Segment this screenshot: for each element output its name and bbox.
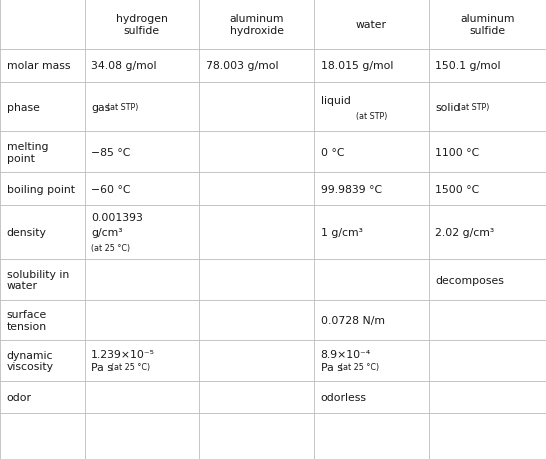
Text: 99.9839 °C: 99.9839 °C (321, 184, 382, 194)
Text: g/cm³: g/cm³ (91, 228, 123, 238)
Text: 150.1 g/mol: 150.1 g/mol (435, 61, 501, 71)
Text: 0.001393: 0.001393 (91, 213, 143, 223)
Text: surface
tension: surface tension (7, 310, 47, 331)
Text: 34.08 g/mol: 34.08 g/mol (91, 61, 157, 71)
Text: 0 °C: 0 °C (321, 147, 344, 157)
Text: −85 °C: −85 °C (91, 147, 130, 157)
Text: (at 25 °C): (at 25 °C) (340, 362, 379, 371)
Text: liquid: liquid (321, 96, 351, 106)
Text: 78.003 g/mol: 78.003 g/mol (206, 61, 278, 71)
Text: water: water (356, 20, 387, 30)
Text: 1500 °C: 1500 °C (435, 184, 479, 194)
Text: 1 g/cm³: 1 g/cm³ (321, 228, 363, 238)
Text: density: density (7, 228, 46, 238)
Text: −60 °C: −60 °C (91, 184, 130, 194)
Text: (at 25 °C): (at 25 °C) (91, 243, 130, 252)
Text: melting
point: melting point (7, 142, 48, 163)
Text: 0.0728 N/m: 0.0728 N/m (321, 315, 384, 325)
Text: Pa s: Pa s (321, 362, 342, 372)
Text: odorless: odorless (321, 392, 366, 402)
Text: boiling point: boiling point (7, 184, 75, 194)
Text: dynamic
viscosity: dynamic viscosity (7, 350, 54, 371)
Text: 18.015 g/mol: 18.015 g/mol (321, 61, 393, 71)
Text: odor: odor (7, 392, 32, 402)
Text: 2.02 g/cm³: 2.02 g/cm³ (435, 228, 494, 238)
Text: Pa s: Pa s (91, 362, 113, 372)
Text: (at STP): (at STP) (107, 103, 139, 112)
Text: gas: gas (91, 102, 110, 112)
Text: (at 25 °C): (at 25 °C) (111, 362, 150, 371)
Text: phase: phase (7, 102, 39, 112)
Text: 8.9×10⁻⁴: 8.9×10⁻⁴ (321, 350, 371, 360)
Text: 1.239×10⁻⁵: 1.239×10⁻⁵ (91, 350, 155, 360)
Text: decomposes: decomposes (435, 275, 504, 285)
Text: (at STP): (at STP) (355, 112, 387, 121)
Text: aluminum
hydroxide: aluminum hydroxide (229, 14, 284, 35)
Text: 1100 °C: 1100 °C (435, 147, 479, 157)
Text: aluminum
sulfide: aluminum sulfide (460, 14, 514, 35)
Text: hydrogen
sulfide: hydrogen sulfide (116, 14, 168, 35)
Text: molar mass: molar mass (7, 61, 70, 71)
Text: (at STP): (at STP) (458, 103, 489, 112)
Text: solid: solid (435, 102, 460, 112)
Text: solubility in
water: solubility in water (7, 269, 69, 291)
